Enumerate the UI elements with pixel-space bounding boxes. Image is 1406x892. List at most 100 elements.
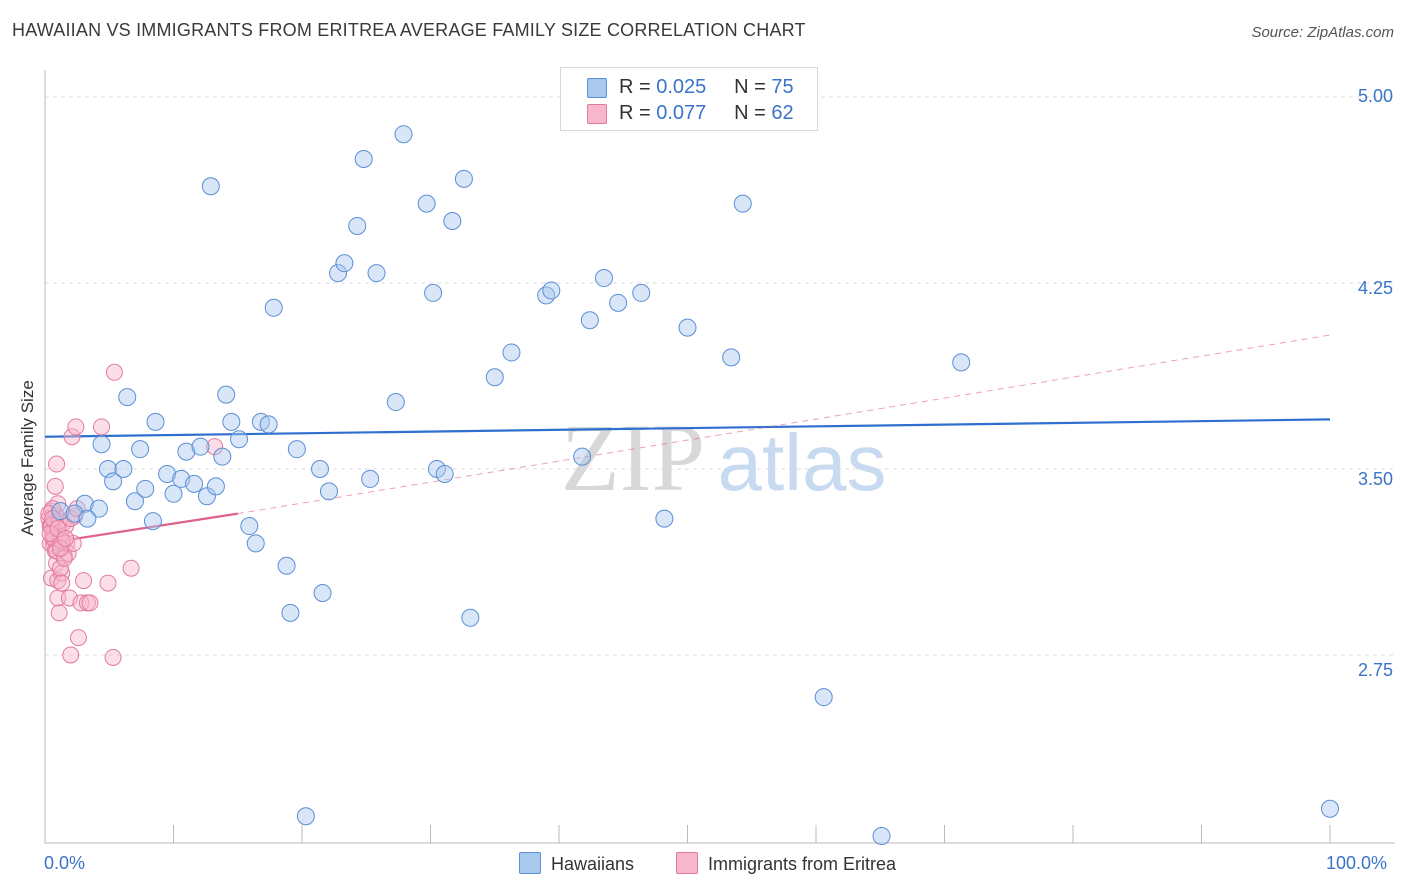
data-point-hawaiians xyxy=(146,412,165,431)
watermark: ZIP atlas xyxy=(561,404,886,511)
x-min-label: 0.0% xyxy=(44,853,86,873)
data-points xyxy=(40,125,1339,846)
data-point-eritrea xyxy=(44,510,62,528)
legend-n-value: 75 xyxy=(771,76,794,98)
data-point-hawaiians xyxy=(92,435,111,454)
data-point-eritrea xyxy=(72,594,90,612)
data-point-eritrea xyxy=(55,549,73,567)
chart-title: HAWAIIAN VS IMMIGRANTS FROM ERITREA AVER… xyxy=(12,20,806,40)
data-point-hawaiians xyxy=(89,499,108,518)
legend-label-hawaiians: Hawaiians xyxy=(551,854,635,874)
data-point-hawaiians xyxy=(191,437,210,456)
data-point-eritrea xyxy=(122,559,140,577)
data-point-eritrea xyxy=(81,594,99,612)
data-point-hawaiians xyxy=(1321,799,1339,818)
watermark-atlas: atlas xyxy=(718,418,887,507)
data-point-hawaiians xyxy=(361,469,380,488)
data-point-hawaiians xyxy=(222,412,241,431)
source-label: Source: ZipAtlas.com xyxy=(1251,24,1394,41)
data-point-hawaiians xyxy=(722,348,741,367)
data-point-eritrea xyxy=(51,539,69,557)
data-point-hawaiians xyxy=(386,393,405,412)
legend-r-value: 0.077 xyxy=(656,102,707,124)
trend-line-hawaiians xyxy=(44,418,1331,438)
data-point-hawaiians xyxy=(502,343,521,362)
data-point-hawaiians xyxy=(580,311,599,330)
data-point-eritrea xyxy=(51,559,69,577)
data-point-hawaiians xyxy=(424,283,443,302)
data-point-eritrea xyxy=(104,648,122,666)
data-point-hawaiians xyxy=(118,388,137,407)
data-point-hawaiians xyxy=(264,298,283,317)
data-point-hawaiians xyxy=(201,177,220,196)
data-point-hawaiians xyxy=(319,482,338,501)
data-point-eritrea xyxy=(75,572,93,590)
data-point-hawaiians xyxy=(246,534,265,553)
data-point-hawaiians xyxy=(417,194,436,213)
axes xyxy=(44,70,1395,844)
legend-r-label: R = xyxy=(619,102,657,124)
data-point-hawaiians xyxy=(443,212,462,230)
stats-legend: R = 0.025 N = 75 R = 0.077 N = 62 xyxy=(560,67,818,131)
data-point-hawaiians xyxy=(335,254,354,273)
data-point-eritrea xyxy=(50,604,68,622)
data-point-hawaiians xyxy=(461,608,480,627)
data-point-hawaiians xyxy=(537,286,556,305)
legend-r-label: R = xyxy=(619,76,657,98)
data-point-hawaiians xyxy=(177,442,196,461)
legend-swatch-pink xyxy=(587,104,607,124)
data-point-hawaiians xyxy=(125,492,144,511)
data-point-eritrea xyxy=(53,574,71,592)
x-max-label: 100.0% xyxy=(1326,853,1388,873)
data-point-hawaiians xyxy=(609,293,628,312)
grid-lines xyxy=(45,96,1395,656)
data-point-hawaiians xyxy=(678,318,697,337)
legend-n-label: N = xyxy=(734,76,772,98)
y-tick-label: 3.50 xyxy=(1357,469,1393,489)
data-point-hawaiians xyxy=(952,353,971,372)
data-point-hawaiians xyxy=(230,430,249,449)
data-point-hawaiians xyxy=(313,584,332,602)
data-point-hawaiians xyxy=(594,269,613,288)
data-point-hawaiians xyxy=(542,281,561,300)
data-point-hawaiians xyxy=(872,827,891,846)
data-point-hawaiians xyxy=(296,807,315,826)
legend-swatch-pink xyxy=(676,852,698,874)
legend-n-value: 62 xyxy=(771,102,794,124)
data-point-hawaiians xyxy=(281,603,300,622)
data-point-eritrea xyxy=(105,363,123,381)
data-point-hawaiians xyxy=(733,194,752,213)
y-tick-label: 4.25 xyxy=(1357,278,1393,298)
data-point-hawaiians xyxy=(354,150,373,168)
data-point-hawaiians xyxy=(814,688,833,707)
watermark-zip: ZIP xyxy=(561,404,705,511)
data-point-hawaiians xyxy=(277,556,296,575)
legend-item-eritrea: Immigrants from Eritrea xyxy=(676,852,896,875)
data-point-hawaiians xyxy=(435,464,454,483)
data-point-hawaiians xyxy=(485,368,504,387)
data-point-eritrea xyxy=(62,646,80,664)
data-point-hawaiians xyxy=(454,169,473,188)
data-point-eritrea xyxy=(67,418,85,436)
data-point-eritrea xyxy=(48,455,66,473)
data-point-hawaiians xyxy=(78,509,97,528)
data-point-eritrea xyxy=(206,438,224,456)
data-point-hawaiians xyxy=(213,447,232,466)
data-point-hawaiians xyxy=(287,440,306,459)
data-point-hawaiians xyxy=(328,264,347,283)
series-legend: Hawaiians Immigrants from Eritrea xyxy=(0,852,1406,878)
y-tick-label: 5.00 xyxy=(1357,86,1393,106)
legend-n-label: N = xyxy=(734,102,772,124)
legend-r-value: 0.025 xyxy=(656,76,707,98)
data-point-eritrea xyxy=(99,574,117,592)
data-point-hawaiians xyxy=(158,464,177,483)
data-point-hawaiians xyxy=(131,440,150,459)
data-point-hawaiians xyxy=(310,460,329,478)
data-point-hawaiians xyxy=(367,264,386,283)
data-point-hawaiians xyxy=(164,484,183,503)
data-point-hawaiians xyxy=(632,283,651,302)
trend-line-eritrea xyxy=(44,512,238,545)
data-point-hawaiians xyxy=(143,512,162,531)
legend-label-eritrea: Immigrants from Eritrea xyxy=(708,854,897,874)
